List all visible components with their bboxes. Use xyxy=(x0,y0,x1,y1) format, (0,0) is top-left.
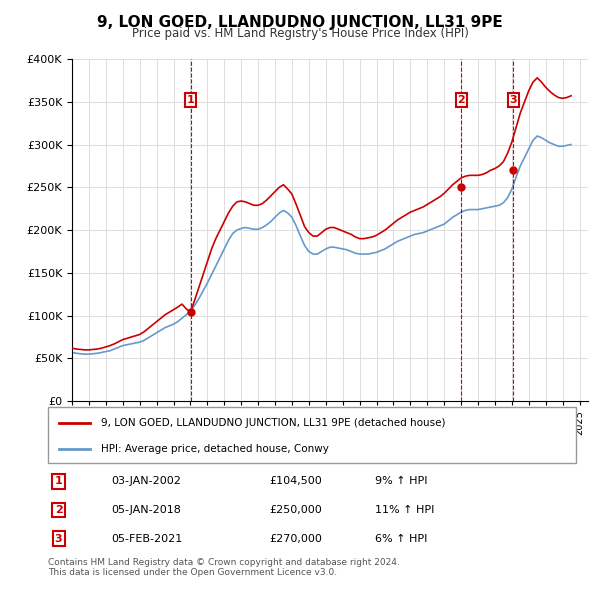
Text: 11% ↑ HPI: 11% ↑ HPI xyxy=(376,505,435,515)
Text: 05-JAN-2018: 05-JAN-2018 xyxy=(112,505,181,515)
Text: £270,000: £270,000 xyxy=(270,533,323,543)
Text: 1: 1 xyxy=(55,477,62,487)
Text: Price paid vs. HM Land Registry's House Price Index (HPI): Price paid vs. HM Land Registry's House … xyxy=(131,27,469,40)
Text: 2: 2 xyxy=(55,505,62,515)
Text: £104,500: £104,500 xyxy=(270,477,323,487)
Text: HPI: Average price, detached house, Conwy: HPI: Average price, detached house, Conw… xyxy=(101,444,329,454)
Text: 05-FEB-2021: 05-FEB-2021 xyxy=(112,533,182,543)
Text: £250,000: £250,000 xyxy=(270,505,323,515)
Text: 9, LON GOED, LLANDUDNO JUNCTION, LL31 9PE (detached house): 9, LON GOED, LLANDUDNO JUNCTION, LL31 9P… xyxy=(101,418,445,428)
Text: 3: 3 xyxy=(55,533,62,543)
Text: 9% ↑ HPI: 9% ↑ HPI xyxy=(376,477,428,487)
FancyBboxPatch shape xyxy=(48,407,576,463)
Text: 03-JAN-2002: 03-JAN-2002 xyxy=(112,477,181,487)
Text: 9, LON GOED, LLANDUDNO JUNCTION, LL31 9PE: 9, LON GOED, LLANDUDNO JUNCTION, LL31 9P… xyxy=(97,15,503,30)
Text: 1: 1 xyxy=(187,95,194,105)
Text: Contains HM Land Registry data © Crown copyright and database right 2024.
This d: Contains HM Land Registry data © Crown c… xyxy=(48,558,400,577)
Text: 6% ↑ HPI: 6% ↑ HPI xyxy=(376,533,428,543)
Text: 3: 3 xyxy=(509,95,517,105)
Text: 2: 2 xyxy=(458,95,466,105)
